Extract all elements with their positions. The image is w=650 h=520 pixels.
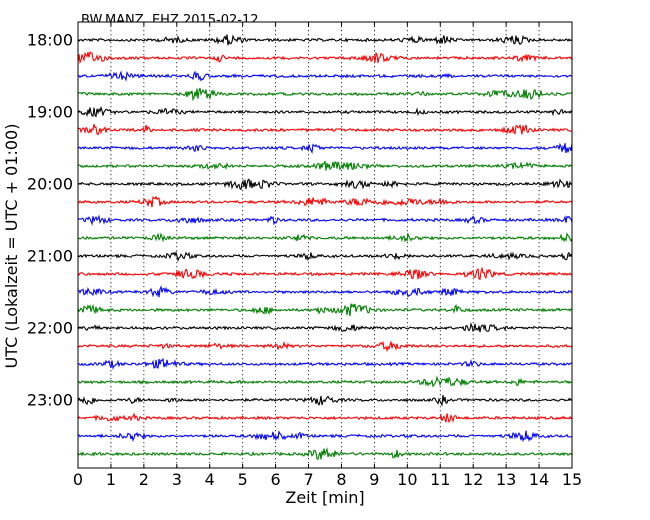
trace-2315: [77, 412, 573, 424]
x-tick-label: 11: [430, 470, 450, 489]
x-tick-label: 13: [496, 470, 516, 489]
trace-1915: [77, 123, 573, 136]
x-tick-label: 7: [303, 470, 313, 489]
y-tick-label: 20:00: [27, 175, 73, 194]
x-tick-label: 12: [463, 470, 483, 489]
traces: [77, 34, 573, 461]
trace-2130: [77, 285, 573, 298]
plot-frame: [77, 21, 573, 469]
y-tick-label: 22:00: [27, 319, 73, 338]
x-tick-label: 9: [369, 470, 379, 489]
trace-2000: [77, 178, 573, 191]
trace-1900: [77, 105, 573, 118]
y-tick-label: 21:00: [27, 247, 73, 266]
x-tick-label: 10: [397, 470, 417, 489]
x-tick-label: 15: [562, 470, 582, 489]
x-axis-label: Zeit [min]: [285, 488, 364, 507]
trace-1830: [77, 70, 573, 82]
x-tick-label: 1: [106, 470, 116, 489]
trace-2345: [77, 447, 573, 461]
trace-1845: [77, 87, 573, 102]
trace-2145: [77, 303, 573, 317]
trace-2215: [77, 340, 573, 353]
x-tick-label: 0: [73, 470, 83, 489]
trace-2300: [77, 395, 573, 407]
trace-2230: [77, 357, 573, 370]
trace-2115: [77, 266, 573, 281]
x-tick-label: 5: [238, 470, 248, 489]
trace-2200: [77, 322, 573, 333]
trace-2100: [78, 250, 573, 263]
trace-2245: [77, 375, 573, 388]
y-tick-label: 23:00: [27, 391, 73, 410]
trace-1930: [77, 142, 573, 154]
trace-2015: [77, 195, 573, 208]
trace-2030: [77, 214, 573, 226]
x-tick-label: 4: [205, 470, 215, 489]
trace-2045: [77, 232, 573, 243]
trace-1800: [77, 34, 573, 46]
y-tick-label: 19:00: [27, 103, 73, 122]
trace-1815: [77, 51, 573, 65]
x-tick-label: 14: [529, 470, 549, 489]
trace-2330: [77, 430, 573, 443]
trace-1945: [77, 160, 573, 171]
x-tick-label: 6: [271, 470, 281, 489]
y-axis: 18:00 19:00 20:00 21:00 22:00 23:00: [27, 31, 572, 410]
x-tick-label: 3: [172, 470, 182, 489]
x-tick-label: 2: [139, 470, 149, 489]
x-axis: 0 1 2 3 4 5 6 7 8 9 10 11 12 13 14 15: [73, 22, 582, 489]
y-axis-label: UTC (Lokalzeit = UTC + 01:00): [2, 124, 21, 369]
y-tick-label: 18:00: [27, 31, 73, 50]
x-tick-label: 8: [336, 470, 346, 489]
